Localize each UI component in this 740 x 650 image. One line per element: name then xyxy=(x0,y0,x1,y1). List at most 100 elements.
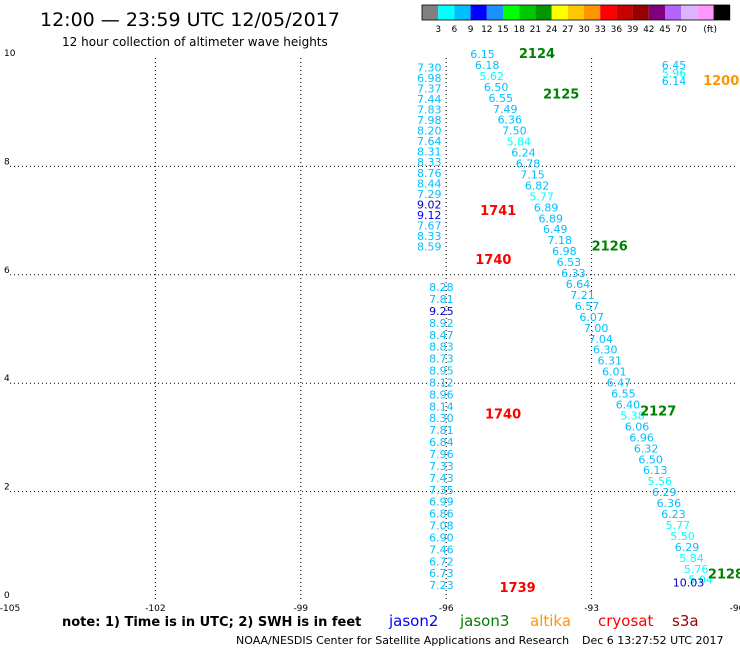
chart-subtitle: 12 hour collection of altimeter wave hei… xyxy=(62,35,328,49)
wave-height-value: 6.89 xyxy=(534,201,559,214)
wave-height-value: 6.31 xyxy=(598,355,623,368)
wave-height-value: 6.15 xyxy=(470,48,495,61)
wave-height-value: 6.98 xyxy=(417,72,442,85)
wave-height-value: 8.76 xyxy=(417,167,442,180)
wave-height-value: 5.56 xyxy=(648,475,673,488)
colorbar-swatch xyxy=(454,5,471,20)
wave-height-value: 6.06 xyxy=(625,420,650,433)
pass-label: 2124 xyxy=(519,47,555,62)
wave-height-value: 7.29 xyxy=(417,188,442,201)
colorbar-swatch xyxy=(584,5,601,20)
wave-height-value: 7.00 xyxy=(584,322,609,335)
pass-label: 1739 xyxy=(500,581,536,596)
colorbar-swatch xyxy=(713,5,730,20)
y-tick-label: 8 xyxy=(4,157,10,167)
legend-item: jason2 xyxy=(388,612,438,630)
x-tick-label: -93 xyxy=(584,604,599,614)
wave-height-value: 8.73 xyxy=(429,353,454,366)
footer-timestamp: Dec 6 13:27:52 UTC 2017 xyxy=(582,634,723,647)
wave-height-value: 7.46 xyxy=(429,543,454,556)
y-tick-label: 2 xyxy=(4,483,10,493)
x-tick-label: -90 xyxy=(730,604,740,614)
colorbar-label: 39 xyxy=(627,25,639,35)
colorbar-unit: (ft) xyxy=(703,25,717,35)
wave-height-value: 9.02 xyxy=(417,198,442,211)
wave-height-value: 6.18 xyxy=(475,59,500,72)
colorbar-label: 18 xyxy=(513,25,525,35)
wave-height-value: 7.83 xyxy=(417,104,442,117)
wave-height-value: 8.44 xyxy=(417,177,442,190)
wave-height-value: 8.12 xyxy=(429,376,454,389)
colorbar-label: 27 xyxy=(562,25,573,35)
colorbar-swatch xyxy=(697,5,714,20)
colorbar-swatch xyxy=(535,5,552,20)
x-tick-label: -96 xyxy=(439,604,454,614)
wave-height-value: 6.57 xyxy=(575,300,600,313)
wave-height-value: 5.62 xyxy=(479,70,504,83)
wave-height-value: 7.64 xyxy=(417,135,442,148)
wave-height-value: 8.92 xyxy=(429,317,454,330)
colorbar-swatch xyxy=(422,5,439,20)
wave-height-value: 7.98 xyxy=(417,114,442,127)
wave-height-value: 7.37 xyxy=(417,83,442,96)
colorbar: 3 6 9 12 15 18 21 24 27 30 33 36 39 42 45 70 (ft) xyxy=(421,4,731,35)
wave-height-value: 8.47 xyxy=(429,329,454,342)
wave-height-value: 7.33 xyxy=(429,460,454,473)
colorbar-swatch xyxy=(632,5,649,20)
wave-height-value: 7.49 xyxy=(493,103,518,116)
wave-height-value: 5.96 xyxy=(662,67,687,80)
wave-height-value: 5.77 xyxy=(666,519,691,532)
wave-height-value: 6.45 xyxy=(662,59,687,72)
wave-height-value: 6.99 xyxy=(429,496,454,509)
wave-height-value: 6.72 xyxy=(429,555,454,568)
plot-grid: -105 -102 -99 -96 -93 -90 0 2 4 6 8 10 xyxy=(0,49,740,614)
y-tick-label: 6 xyxy=(4,266,10,276)
wave-height-value: 7.04 xyxy=(588,333,613,346)
pass-label: 2125 xyxy=(543,88,579,103)
wave-height-value: 6.33 xyxy=(561,267,586,280)
colorbar-label: 3 xyxy=(435,25,441,35)
wave-height-value: 6.40 xyxy=(616,398,641,411)
pass-annotations: 2124 2125 1741 1740 2126 1740 2127 2128 1739 1200 xyxy=(475,47,740,596)
wave-height-value: 6.13 xyxy=(643,464,668,477)
legend: note: 1) Time is in UTC; 2) SWH is in fe… xyxy=(62,612,699,630)
colorbar-label: 42 xyxy=(643,25,654,35)
wave-height-value: 6.73 xyxy=(429,567,454,580)
wave-height-value: 6.14 xyxy=(662,75,687,88)
wave-height-value: 6.96 xyxy=(629,431,654,444)
wave-height-value: 5.76 xyxy=(684,563,709,576)
colorbar-swatch xyxy=(616,5,633,20)
colorbar-label: 30 xyxy=(578,25,590,35)
wave-height-value: 6.23 xyxy=(661,508,686,521)
wave-height-value: 6.55 xyxy=(488,92,513,105)
wave-height-value: 8.96 xyxy=(429,388,454,401)
colorbar-label: 15 xyxy=(497,25,508,35)
wave-height-value: 6.32 xyxy=(634,442,659,455)
pass-label: 1740 xyxy=(475,253,511,268)
colorbar-swatch xyxy=(486,5,503,20)
wave-height-value: 8.28 xyxy=(429,281,454,294)
colorbar-frame xyxy=(421,4,731,21)
pass-label: 2127 xyxy=(640,405,676,420)
colorbar-swatch xyxy=(567,5,584,20)
wave-height-value: 7.67 xyxy=(417,219,442,232)
wave-height-value: 7.23 xyxy=(429,579,454,592)
colorbar-label: 6 xyxy=(452,25,458,35)
x-tick-label: -99 xyxy=(293,604,308,614)
wave-height-value: 8.31 xyxy=(417,146,442,159)
colorbar-label: 36 xyxy=(611,25,623,35)
wave-height-value: 6.89 xyxy=(538,212,563,225)
legend-item: jason3 xyxy=(459,612,509,630)
legend-item: s3a xyxy=(672,612,699,630)
legend-item: cryosat xyxy=(598,612,653,630)
legend-item: altika xyxy=(530,612,571,630)
wave-height-value: 6.82 xyxy=(525,179,550,192)
wave-height-value: 6.98 xyxy=(552,245,577,258)
wave-height-value: 7.50 xyxy=(502,125,527,138)
wave-height-value: 6.07 xyxy=(579,311,604,324)
wave-height-value: 9.12 xyxy=(417,209,442,222)
colorbar-swatch xyxy=(551,5,568,20)
colorbar-swatch xyxy=(681,5,698,20)
pass-label: 2128 xyxy=(708,567,740,582)
